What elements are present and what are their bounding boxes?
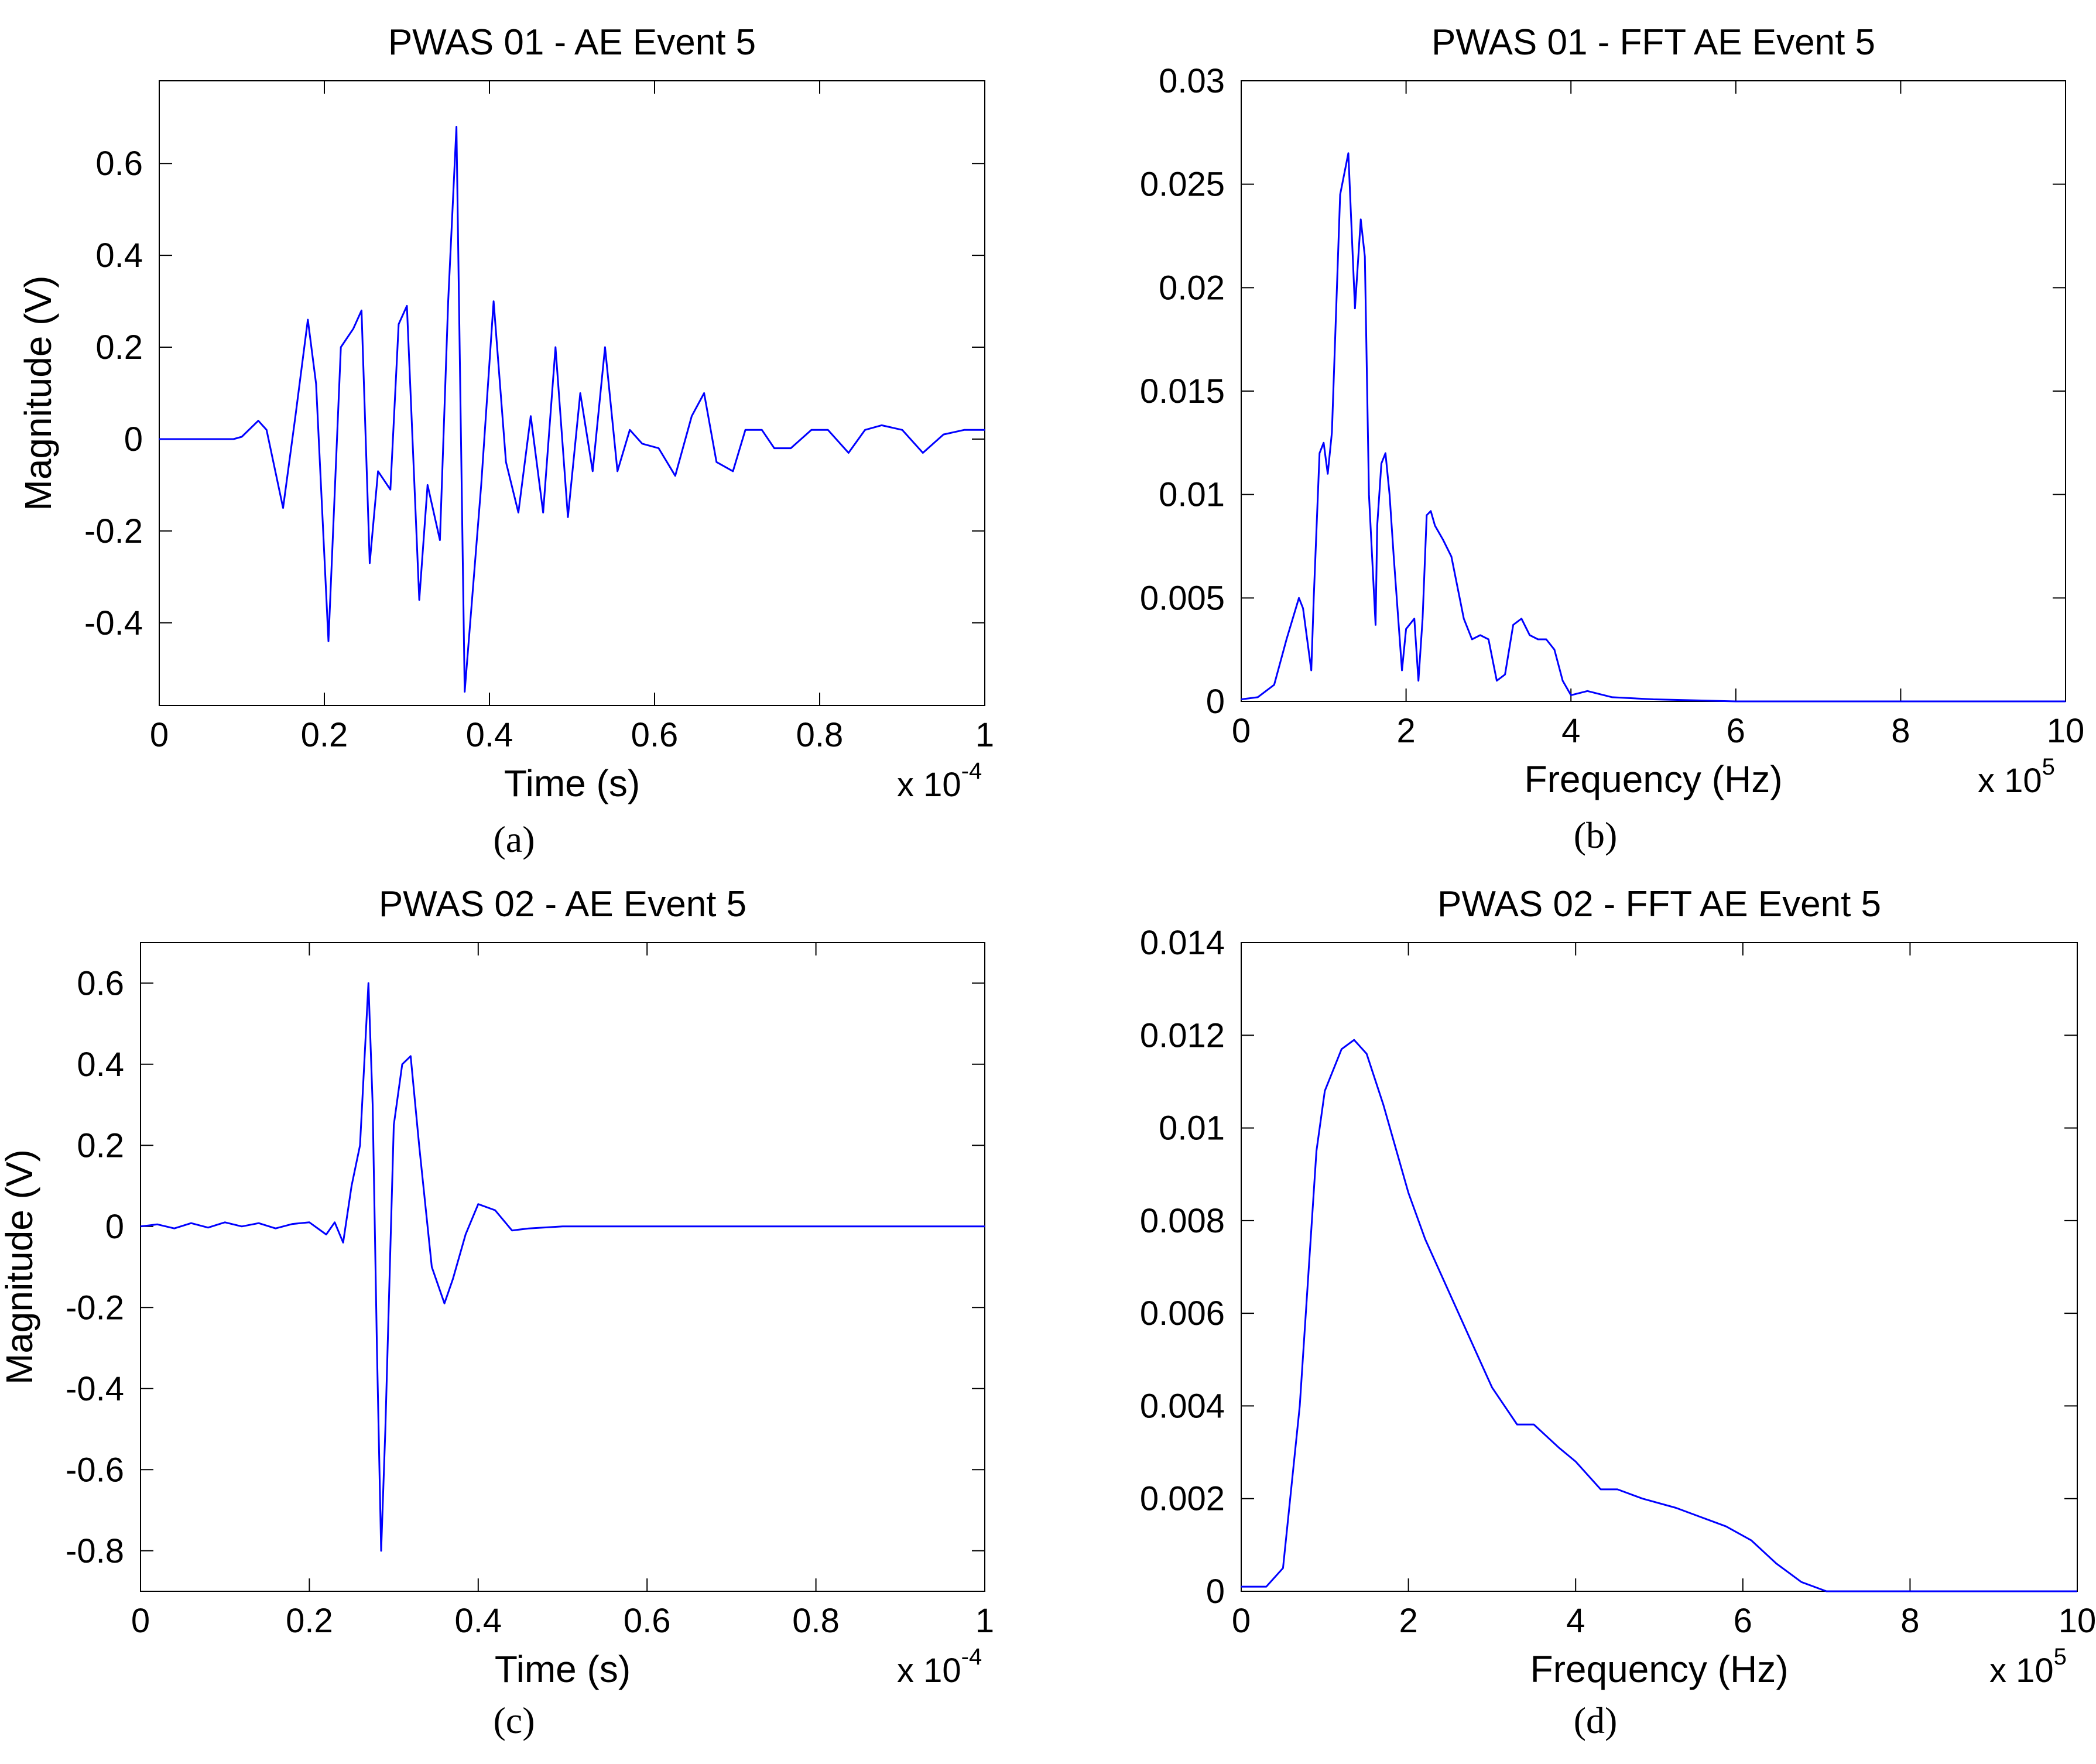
- y-tick-label: 0.01: [1159, 476, 1225, 514]
- y-tick-label: 0.6: [95, 145, 143, 183]
- chart-title: PWAS 01 - FFT AE Event 5: [1431, 22, 1875, 63]
- x-axis-label: Time (s): [504, 762, 640, 804]
- chart-a: 0 0.2 0.4 0.6 0.8 1 -0.4 -0.2 0 0.2 0.4 0.6 PWAS 01 …: [17, 22, 994, 860]
- y-tick-label: 0: [1206, 683, 1225, 721]
- y-tick-label: -0.6: [66, 1451, 124, 1489]
- y-tick-label: 0: [124, 420, 143, 458]
- chart-c: 0 0.2 0.4 0.6 0.8 1 -0.8 -0.6 -0.4 -0.2 0 0.2 0.4 0.6…: [0, 884, 994, 1741]
- x-tick-label: 6: [1727, 712, 1745, 750]
- y-tick-label: 0.6: [77, 964, 124, 1002]
- chart-title: PWAS 01 - AE Event 5: [388, 22, 756, 63]
- series-line: [140, 982, 985, 1552]
- y-tick-label: 0.01: [1159, 1109, 1225, 1148]
- subfigure-caption: (d): [1574, 1700, 1618, 1741]
- y-tick-label: -0.2: [84, 512, 143, 550]
- x-tick-label: 4: [1566, 1602, 1585, 1640]
- x-axis-multiplier: x 10-4: [897, 1644, 982, 1690]
- subfigure-caption: (a): [493, 818, 535, 860]
- y-tick-label: 0.4: [95, 237, 143, 275]
- x-tick-label: 0: [1232, 1602, 1251, 1640]
- x-tick-label: 2: [1396, 712, 1415, 750]
- y-tick-label: 0.004: [1140, 1387, 1225, 1425]
- x-tick-label: 0.2: [301, 716, 348, 754]
- y-tick-label: -0.4: [84, 604, 143, 642]
- subfigure-caption: (c): [493, 1700, 535, 1741]
- x-tick-label: 0.6: [631, 716, 679, 754]
- chart-title: PWAS 02 - FFT AE Event 5: [1437, 884, 1881, 924]
- x-tick-label: 2: [1399, 1602, 1417, 1640]
- y-tick-label: -0.4: [66, 1370, 124, 1408]
- x-tick-label: 0.2: [286, 1602, 333, 1640]
- x-tick-label: 0.4: [466, 716, 513, 754]
- series-line: [159, 126, 985, 693]
- y-tick-label: 0.2: [95, 328, 143, 366]
- x-axis-multiplier: x 105: [1989, 1644, 2067, 1690]
- y-tick-label: 0.02: [1159, 269, 1225, 307]
- y-tick-label: 0.4: [77, 1046, 124, 1084]
- y-tick-label: 0.006: [1140, 1294, 1225, 1333]
- y-tick-label: 0.025: [1140, 166, 1225, 204]
- y-axis-label: Magnitude (V): [0, 1149, 40, 1385]
- x-axis-multiplier: x 105: [1978, 754, 2055, 800]
- x-tick-label: 0.8: [796, 716, 844, 754]
- plot-frame: [1241, 80, 2066, 702]
- y-tick-label: 0.015: [1140, 372, 1225, 410]
- chart-b: 0 2 4 6 8 10 0 0.005 0.01 0.015 0.02 0.025 0.03 PWAS …: [1140, 22, 2084, 856]
- y-tick-label: 0.005: [1140, 579, 1225, 617]
- x-tick-label: 6: [1734, 1602, 1752, 1640]
- x-tick-label: 10: [2047, 712, 2085, 750]
- x-tick-label: 4: [1561, 712, 1580, 750]
- x-tick-label: 0: [150, 716, 169, 754]
- x-tick-label: 8: [1891, 712, 1910, 750]
- x-axis-label: Frequency (Hz): [1530, 1648, 1789, 1690]
- y-tick-label: 0: [105, 1208, 124, 1246]
- y-tick-label: -0.2: [66, 1289, 124, 1327]
- y-tick-label: 0: [1206, 1573, 1225, 1611]
- x-tick-label: 0.6: [624, 1602, 671, 1640]
- plot-frame: [140, 942, 985, 1592]
- x-axis-multiplier: x 10-4: [897, 758, 982, 804]
- y-tick-label: 0.012: [1140, 1016, 1225, 1054]
- x-tick-label: 0: [1232, 712, 1251, 750]
- x-axis-label: Frequency (Hz): [1525, 758, 1783, 800]
- subfigure-caption: (b): [1574, 814, 1618, 856]
- plot-frame: [1241, 942, 2078, 1592]
- x-tick-label: 1: [975, 1602, 994, 1640]
- series-line: [1241, 1039, 2077, 1592]
- chart-d: 0 2 4 6 8 10 0 0.002 0.004 0.006 0.008 0.01 0.012 0.0…: [1140, 884, 2096, 1741]
- y-tick-label: 0.008: [1140, 1202, 1225, 1240]
- y-tick-label: 0.014: [1140, 924, 1225, 962]
- chart-title: PWAS 02 - AE Event 5: [379, 884, 746, 924]
- x-tick-label: 0: [131, 1602, 150, 1640]
- y-tick-label: 0.2: [77, 1126, 124, 1164]
- x-tick-label: 0.4: [454, 1602, 502, 1640]
- series-line: [1241, 152, 2066, 703]
- x-axis-label: Time (s): [495, 1648, 631, 1690]
- y-tick-label: 0.03: [1159, 62, 1225, 100]
- y-tick-label: -0.8: [66, 1532, 124, 1570]
- y-axis-label: Magnitude (V): [17, 276, 59, 511]
- y-tick-label: 0.002: [1140, 1480, 1225, 1518]
- x-tick-label: 8: [1900, 1602, 1919, 1640]
- x-tick-label: 1: [975, 716, 994, 754]
- x-tick-label: 10: [2059, 1602, 2096, 1640]
- plot-frame: [159, 80, 985, 706]
- x-tick-label: 0.8: [792, 1602, 840, 1640]
